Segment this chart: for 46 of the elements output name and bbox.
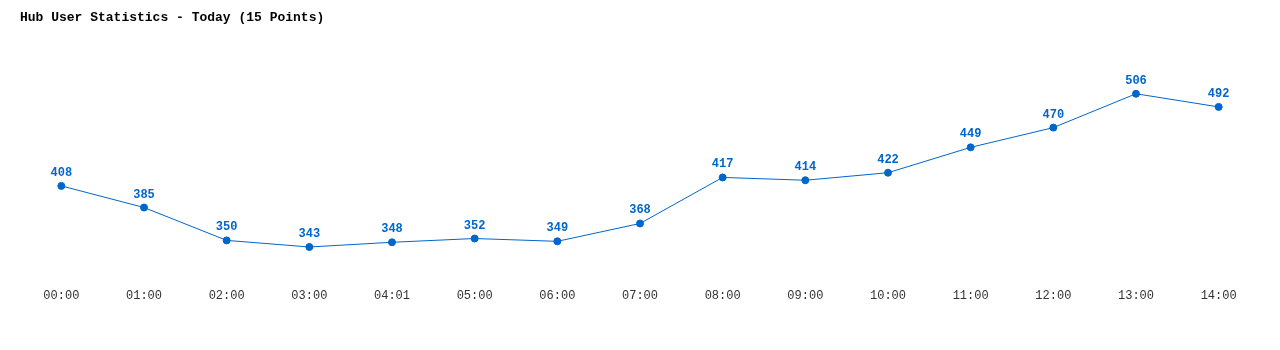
- data-label: 470: [1042, 107, 1065, 122]
- x-tick-label: 09:00: [787, 288, 824, 303]
- x-tick-label: 00:00: [43, 288, 80, 303]
- point: [718, 173, 727, 182]
- data-label: 349: [546, 221, 569, 236]
- x-tick-label: 08:00: [704, 288, 741, 303]
- x-tick-label: 13:00: [1117, 288, 1155, 303]
- x-tick-label: 06:00: [539, 288, 576, 303]
- data-label: 408: [50, 165, 73, 180]
- data-label: 350: [215, 220, 238, 235]
- data-label: 422: [877, 152, 899, 167]
- x-tick-label: 01:00: [125, 288, 163, 303]
- point: [140, 203, 148, 212]
- data-label: 414: [794, 160, 817, 175]
- x-tick-label: 03:00: [291, 288, 328, 303]
- point: [57, 181, 66, 190]
- point: [470, 234, 479, 243]
- x-tick-label: 05:00: [456, 288, 493, 303]
- data-label: 449: [959, 127, 982, 142]
- x-tick-label: 14:00: [1200, 288, 1237, 303]
- x-tick-label: 11:00: [952, 288, 989, 303]
- point: [1049, 123, 1058, 132]
- chart-title: Hub User Statistics - Today (15 Points): [20, 10, 325, 26]
- data-label: 352: [463, 218, 486, 233]
- point: [222, 236, 231, 245]
- data-label: 343: [298, 227, 321, 241]
- point: [801, 176, 810, 185]
- data-label: 348: [381, 222, 403, 237]
- point: [553, 237, 562, 246]
- point: [388, 238, 396, 247]
- point: [966, 143, 975, 152]
- x-tick-label: 07:00: [621, 288, 659, 303]
- data-label: 492: [1207, 86, 1230, 101]
- data-label: 368: [629, 203, 651, 218]
- x-tick-label: 04:01: [373, 288, 411, 303]
- x-tick-label: 10:00: [869, 288, 907, 303]
- point: [1132, 89, 1140, 98]
- point: [884, 168, 892, 177]
- point: [636, 219, 644, 228]
- x-tick-label: 12:00: [1035, 288, 1072, 303]
- data-label: 385: [133, 187, 155, 202]
- data-label: 506: [1125, 73, 1147, 88]
- data-label: 417: [711, 157, 734, 172]
- x-tick-label: 02:00: [208, 288, 245, 303]
- point: [1214, 102, 1223, 111]
- point: [305, 242, 314, 251]
